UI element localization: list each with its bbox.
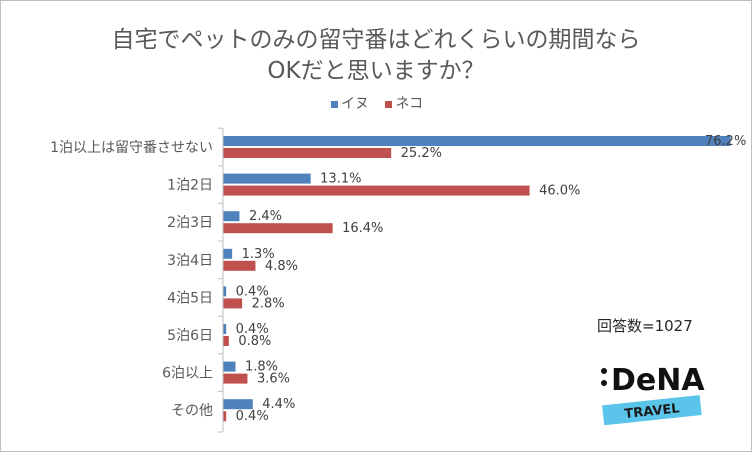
bar-cat — [223, 336, 229, 346]
data-label-dog: 0.4% — [236, 284, 269, 299]
respondent-count: 回答数=1027 — [597, 317, 693, 335]
bar-dog — [223, 324, 227, 334]
data-label-dog: 1.3% — [242, 247, 275, 262]
data-label-cat: 46.0% — [539, 184, 580, 199]
category-label: 2泊3日 — [167, 215, 213, 231]
bar-dog — [223, 136, 731, 146]
dena-travel-logo: DeNA TRAVEL — [601, 363, 705, 426]
data-label-cat: 0.4% — [236, 409, 269, 424]
logo-sub-text: TRAVEL — [624, 401, 681, 422]
data-label-cat: 2.8% — [252, 296, 285, 311]
data-label-cat: 3.6% — [257, 372, 290, 387]
chart-title-line-2: OKだと思いますか？ — [267, 58, 485, 84]
legend-label-dog: イヌ — [341, 96, 369, 112]
data-label-dog: 2.4% — [249, 209, 282, 224]
category-label: 5泊6日 — [167, 328, 213, 344]
bar-cat — [223, 298, 243, 309]
data-label-dog: 13.1% — [320, 172, 361, 187]
category-label: 1泊2日 — [167, 178, 213, 194]
data-label-cat: 0.8% — [238, 334, 271, 349]
data-label-dog: 0.4% — [236, 322, 269, 337]
bar-cat — [223, 185, 530, 196]
logo-dot-upper — [601, 368, 607, 374]
bar-cat — [223, 373, 248, 384]
bar-cat — [223, 411, 227, 422]
bar-dog — [223, 173, 311, 184]
legend: イヌ ネコ — [331, 93, 435, 113]
category-label: 1泊以上は留守番させない — [50, 140, 213, 156]
bar-dog — [223, 286, 227, 297]
data-label-dog: 1.8% — [245, 360, 278, 375]
bar-dog — [223, 211, 240, 222]
legend-swatch-cat — [385, 100, 393, 108]
chart-title-line-1: 自宅でペットのみの留守番はどれくらいの期間なら — [111, 27, 641, 53]
category-label: 6泊以上 — [162, 366, 213, 382]
logo-banner-bg — [602, 395, 702, 426]
data-label-cat: 16.4% — [342, 221, 383, 236]
bar-dog — [223, 361, 236, 372]
legend-swatch-dog — [331, 100, 338, 108]
bar-cat — [223, 260, 256, 271]
legend-item-dog: イヌ — [331, 93, 369, 113]
data-label-cat: 25.2% — [401, 146, 442, 161]
bar-cat — [223, 148, 392, 158]
category-label: 3泊4日 — [167, 253, 213, 269]
bar-dog — [223, 399, 253, 410]
data-label-dog: 4.4% — [262, 397, 295, 412]
bar-dog — [223, 248, 233, 259]
data-label-dog: 76.2% — [705, 134, 746, 149]
logo-brand-text: DeNA — [611, 363, 705, 398]
legend-label-cat: ネコ — [395, 96, 424, 112]
legend-item-cat: ネコ — [385, 93, 423, 113]
logo-travel-banner: TRAVEL — [602, 395, 702, 426]
category-label: 4泊5日 — [167, 290, 213, 306]
bar-cat — [223, 223, 333, 234]
data-label-cat: 4.8% — [265, 259, 298, 274]
category-label: その他 — [171, 403, 213, 419]
logo-dot-lower — [601, 380, 607, 386]
